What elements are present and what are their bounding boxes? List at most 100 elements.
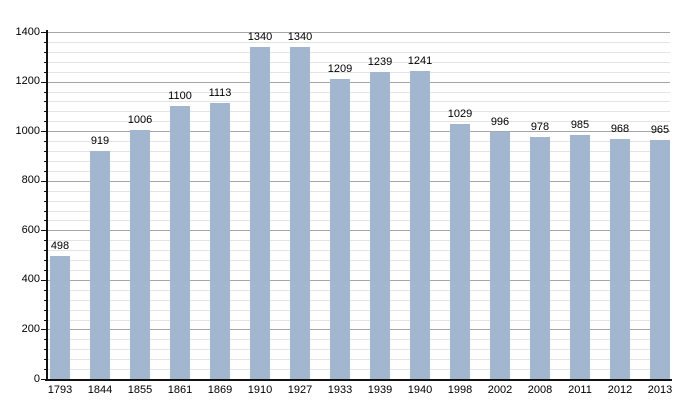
bar [490,132,510,379]
y-axis-minor-tick [44,339,47,341]
gridline-minor [48,61,670,63]
gridline-minor [48,210,670,212]
bar-value-label: 1340 [287,30,313,43]
gridline-minor [48,260,670,261]
x-axis-tick-label: 1844 [87,384,113,396]
gridline-minor [48,319,670,321]
y-axis-minor-tick [44,51,47,53]
y-axis-minor-tick [44,349,47,351]
bar-value-label: 1239 [367,55,393,68]
bar [570,134,590,379]
y-axis-tick-label: 0 [33,372,40,385]
x-axis-tick-label: 1927 [287,384,313,396]
y-axis-tick [41,131,47,133]
gridline-minor [48,190,670,192]
gridline-minor [48,160,670,162]
y-axis-minor-tick [44,250,47,252]
gridline-minor [48,269,670,271]
x-axis-tick-label: 1855 [127,384,153,396]
gridline-minor [48,121,670,123]
y-axis-tick-label: 1000 [15,124,40,137]
bar-value-label: 985 [570,118,590,131]
y-axis-minor-tick [44,41,47,43]
gridline-minor [48,339,670,341]
y-axis-minor-tick [44,220,47,222]
bar-value-label: 978 [530,120,550,133]
x-axis-tick-label: 1998 [447,384,473,396]
x-axis-line [45,379,672,381]
gridline-minor [48,151,670,152]
y-axis-minor-tick [44,309,47,311]
x-axis-tick-label: 2013 [647,384,673,396]
y-axis-minor-tick [44,269,47,271]
gridline-minor [48,359,670,361]
bar-value-label: 498 [50,239,70,252]
x-axis-tick-label: 1861 [167,384,193,396]
gridline-major [48,230,670,232]
bar [370,71,390,379]
y-axis-tick-label: 800 [21,174,40,187]
gridline-minor [48,51,670,53]
bar-value-label: 1006 [127,113,153,126]
gridline-minor [48,101,670,103]
y-axis-minor-tick [44,289,47,291]
bar [610,139,630,379]
bar-value-label: 1241 [407,55,433,68]
x-axis-tick-label: 1933 [327,384,353,396]
y-axis-minor-tick [44,151,47,152]
gridline-major [48,329,670,331]
bar-value-label: 1113 [208,87,232,100]
gridline-minor [48,240,670,242]
gridline-minor [48,91,670,93]
bar [90,151,110,379]
gridline-minor [48,349,670,351]
gridline-major [48,180,670,182]
x-axis-tick-label: 1793 [47,384,73,396]
x-axis-tick-label: 2012 [607,384,633,396]
y-axis-tick-label: 200 [21,322,40,335]
gridline-minor [48,289,670,291]
bar-value-label: 996 [490,116,510,129]
bar-value-label: 1209 [327,63,353,76]
y-axis-minor-tick [44,319,47,321]
gridline-minor [48,250,670,252]
y-axis-minor-tick [44,170,47,172]
gridline-major [48,279,670,281]
gridline-minor [48,220,670,222]
x-axis-tick-label: 2002 [487,384,513,396]
gridline-minor [48,41,670,43]
bar-value-label: 919 [90,135,110,148]
gridline-major [48,131,670,133]
x-axis-tick-label: 1939 [367,384,393,396]
bar-value-label: 1100 [168,90,192,103]
bar [170,106,190,379]
y-axis-minor-tick [44,359,47,361]
bar-value-label: 1340 [247,30,273,43]
bar [530,136,550,379]
x-axis-tick-label: 1869 [207,384,233,396]
bar [130,129,150,379]
bar [450,124,470,379]
y-axis-tick [41,32,47,33]
y-axis-minor-tick [44,369,47,371]
y-axis-tick-label: 600 [21,223,40,236]
x-axis-tick-label: 1940 [407,384,433,396]
y-axis-minor-tick [44,121,47,123]
gridline-minor [48,200,670,202]
y-axis-minor-tick [44,111,47,113]
gridline-minor [48,170,670,172]
bar-value-label: 965 [650,123,670,136]
bar-value-label: 1029 [447,108,473,120]
x-axis-tick-label: 2008 [527,384,553,396]
y-axis-minor-tick [44,160,47,162]
bar [50,255,70,379]
y-axis-minor-tick [44,101,47,103]
y-axis-tick [41,180,47,182]
bar [650,139,670,379]
gridline-major [48,32,670,33]
gridline-minor [48,71,670,73]
bar [330,79,350,379]
y-axis-tick [41,230,47,232]
bar [250,46,270,379]
